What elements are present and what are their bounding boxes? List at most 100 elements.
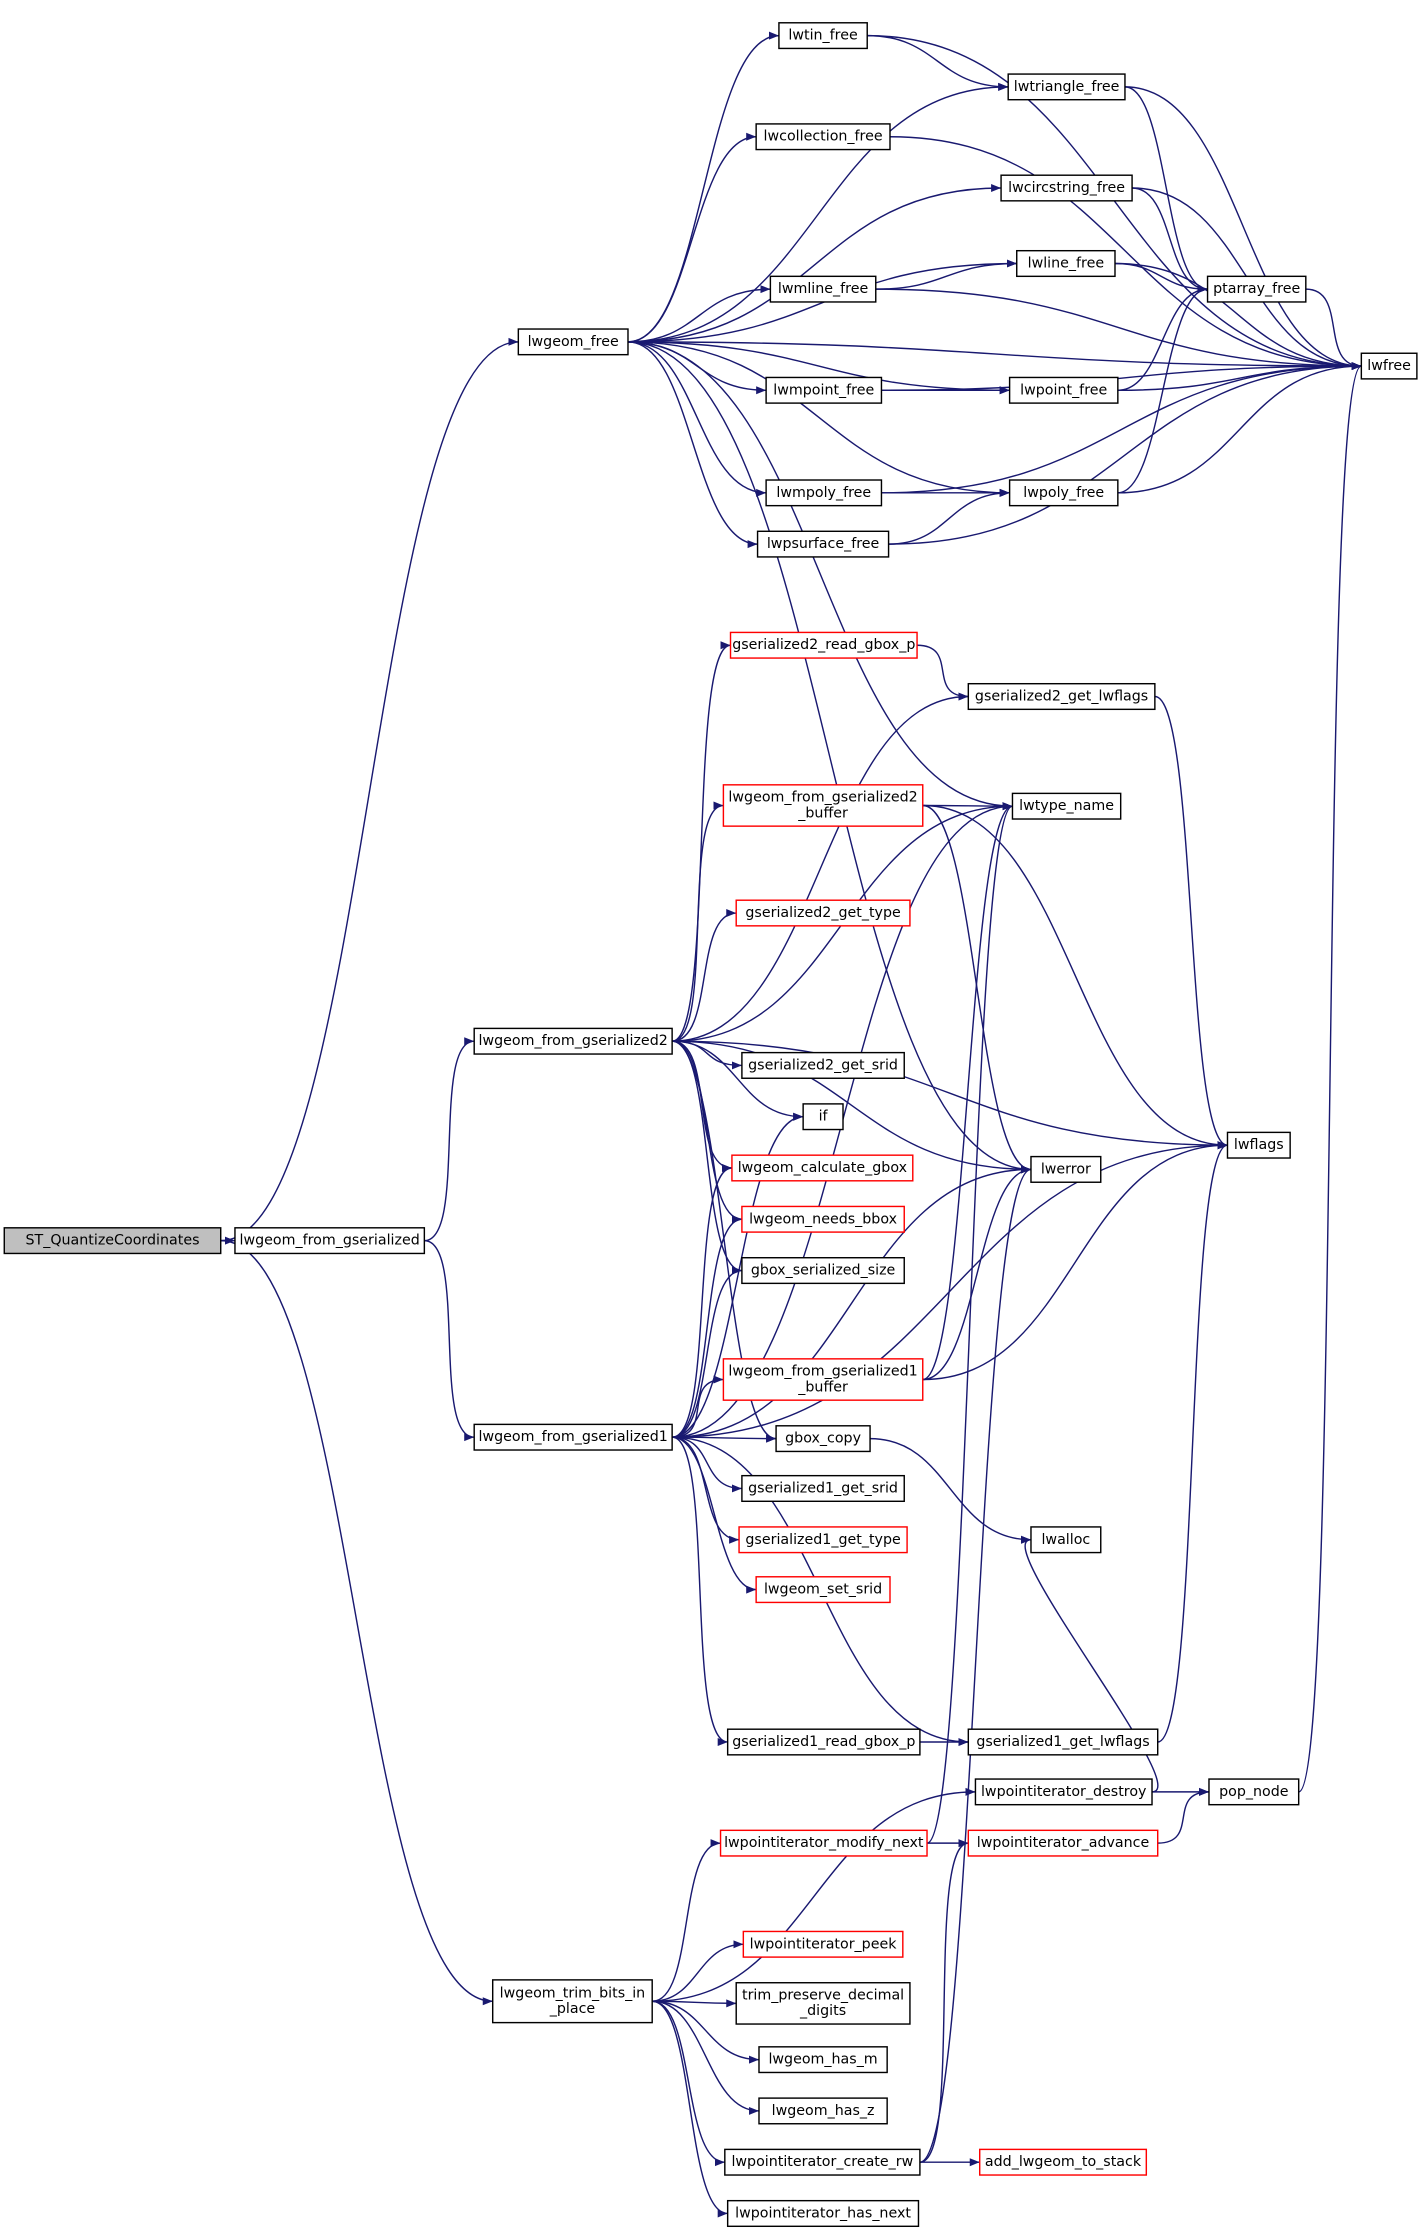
node[interactable]: lwpointiterator_destroy bbox=[974, 1778, 1153, 1806]
node[interactable]: lwgeom_set_srid bbox=[755, 1576, 891, 1604]
node-label: lwtin_free bbox=[788, 28, 857, 44]
edge bbox=[672, 1436, 740, 1544]
edge bbox=[627, 341, 758, 549]
edge bbox=[1117, 285, 1208, 391]
node-box bbox=[726, 2199, 920, 2228]
node[interactable]: lwmpoly_free bbox=[765, 479, 883, 507]
node-box bbox=[741, 1257, 905, 1285]
node[interactable]: lwmpoint_free bbox=[765, 376, 883, 404]
edge bbox=[220, 1239, 493, 2006]
node[interactable]: lwline_free bbox=[1016, 249, 1116, 278]
node[interactable]: lwalloc bbox=[1030, 1526, 1102, 1554]
node[interactable]: gserialized1_read_gbox_p bbox=[726, 1728, 921, 1756]
edge bbox=[652, 1940, 744, 2002]
nodes: ST_QuantizeCoordinates lwgeom_from_gseria… bbox=[3, 22, 1418, 2228]
node-label: gserialized1_read_gbox_p bbox=[732, 1734, 915, 1750]
node[interactable]: lwgeom_has_m bbox=[758, 2046, 888, 2074]
node[interactable]: if bbox=[802, 1103, 844, 1131]
node[interactable]: lwpointiterator_has_next bbox=[726, 2199, 920, 2228]
edge bbox=[672, 1266, 742, 1438]
node-box bbox=[719, 1829, 928, 1857]
node-label: ptarray_free bbox=[1213, 281, 1300, 297]
node[interactable]: lwgeom_from_gserialized1 bbox=[473, 1423, 673, 1451]
edge bbox=[627, 341, 767, 497]
node[interactable]: gbox_copy bbox=[775, 1425, 871, 1453]
node[interactable]: lwgeom_trim_bits_in_place bbox=[491, 1979, 653, 2024]
node[interactable]: lwpointiterator_advance bbox=[967, 1829, 1159, 1857]
node[interactable]: lwfree bbox=[1360, 352, 1418, 380]
node-label: lwmline_free bbox=[778, 281, 868, 297]
node[interactable]: lwgeom_from_gserialized1_buffer bbox=[722, 1358, 924, 1401]
edge bbox=[875, 259, 1017, 290]
edge bbox=[870, 1437, 1031, 1544]
node[interactable]: trim_preserve_decimal_digits bbox=[735, 1982, 911, 2025]
node-label: lwerror bbox=[1041, 1161, 1091, 1177]
node[interactable]: lwgeom_has_z bbox=[758, 2097, 888, 2125]
node-box bbox=[755, 1576, 891, 1604]
node[interactable]: lwpointiterator_modify_next bbox=[719, 1829, 928, 1857]
node[interactable]: lwpointiterator_peek bbox=[742, 1930, 904, 1958]
node[interactable]: lwgeom_free bbox=[517, 328, 629, 356]
node[interactable]: gserialized2_get_type bbox=[735, 899, 911, 927]
edge bbox=[672, 801, 724, 1042]
node[interactable]: lwmline_free bbox=[769, 275, 877, 303]
edge bbox=[888, 362, 1362, 545]
node[interactable]: lwtin_free bbox=[778, 22, 868, 50]
node[interactable]: lwflags bbox=[1226, 1131, 1291, 1159]
edge bbox=[627, 285, 771, 343]
edge bbox=[672, 1165, 1031, 1438]
node[interactable]: gserialized2_get_lwflags bbox=[967, 682, 1156, 711]
edge bbox=[627, 259, 1017, 343]
node[interactable]: lwpsurface_free bbox=[756, 530, 890, 558]
node-box bbox=[1226, 1131, 1291, 1159]
node-label: gserialized2_get_lwflags bbox=[975, 689, 1148, 705]
node[interactable]: ST_QuantizeCoordinates bbox=[3, 1227, 222, 1255]
node[interactable]: lwgeom_from_gserialized bbox=[234, 1227, 426, 1255]
node[interactable]: gserialized1_get_type bbox=[738, 1526, 908, 1554]
node-box bbox=[1011, 792, 1122, 820]
node[interactable]: lwerror bbox=[1030, 1155, 1102, 1183]
node[interactable]: gbox_serialized_size bbox=[741, 1257, 905, 1285]
node-box bbox=[775, 1425, 871, 1453]
edge bbox=[672, 1040, 804, 1121]
node-label: lwgeom_set_srid bbox=[764, 1582, 882, 1598]
node[interactable]: add_lwgeom_to_stack bbox=[978, 2148, 1148, 2176]
node-box bbox=[741, 1474, 905, 1503]
node[interactable]: lwgeom_calculate_gbox bbox=[731, 1154, 914, 1182]
node[interactable]: lwgeom_from_gserialized2_buffer bbox=[722, 784, 924, 827]
node[interactable]: gserialized1_get_lwflags bbox=[967, 1728, 1159, 1756]
node-label: lwpointiterator_destroy bbox=[981, 1784, 1146, 1800]
node-box bbox=[726, 1728, 921, 1756]
node-label: gbox_copy bbox=[785, 1431, 861, 1447]
node[interactable]: lwcircstring_free bbox=[1000, 174, 1133, 202]
edge bbox=[1114, 262, 1362, 371]
node-label: lwgeom_has_z bbox=[772, 2103, 875, 2119]
node[interactable]: lwpoly_free bbox=[1008, 479, 1119, 507]
node-box bbox=[1360, 352, 1418, 380]
node[interactable]: lwgeom_from_gserialized2 bbox=[473, 1027, 673, 1055]
edge bbox=[919, 1839, 969, 2163]
node[interactable]: gserialized2_get_srid bbox=[741, 1051, 905, 1079]
node-label: lwgeom_has_m bbox=[768, 2052, 877, 2068]
node[interactable]: lwpoint_free bbox=[1008, 376, 1119, 404]
edge bbox=[889, 136, 1362, 371]
edge bbox=[1298, 362, 1362, 1793]
edge bbox=[627, 184, 1002, 343]
edge bbox=[627, 341, 1031, 1174]
node[interactable]: ptarray_free bbox=[1206, 275, 1307, 303]
node[interactable]: lwgeom_needs_bbox bbox=[741, 1205, 905, 1233]
edge bbox=[1157, 1141, 1228, 1743]
node-box bbox=[724, 2148, 921, 2176]
node[interactable]: gserialized1_get_srid bbox=[741, 1474, 905, 1503]
node[interactable]: lwtriangle_free bbox=[1007, 73, 1126, 101]
node-box bbox=[1008, 376, 1119, 404]
node-box bbox=[755, 123, 891, 151]
node[interactable]: lwtype_name bbox=[1011, 792, 1122, 820]
edge bbox=[922, 1165, 1031, 1381]
edge bbox=[627, 341, 1010, 497]
node[interactable]: gserialized2_read_gbox_p bbox=[729, 631, 918, 659]
node[interactable]: lwcollection_free bbox=[755, 123, 891, 151]
node[interactable]: lwpointiterator_create_rw bbox=[724, 2148, 921, 2176]
edge bbox=[919, 1165, 1032, 2163]
node[interactable]: pop_node bbox=[1208, 1778, 1300, 1806]
